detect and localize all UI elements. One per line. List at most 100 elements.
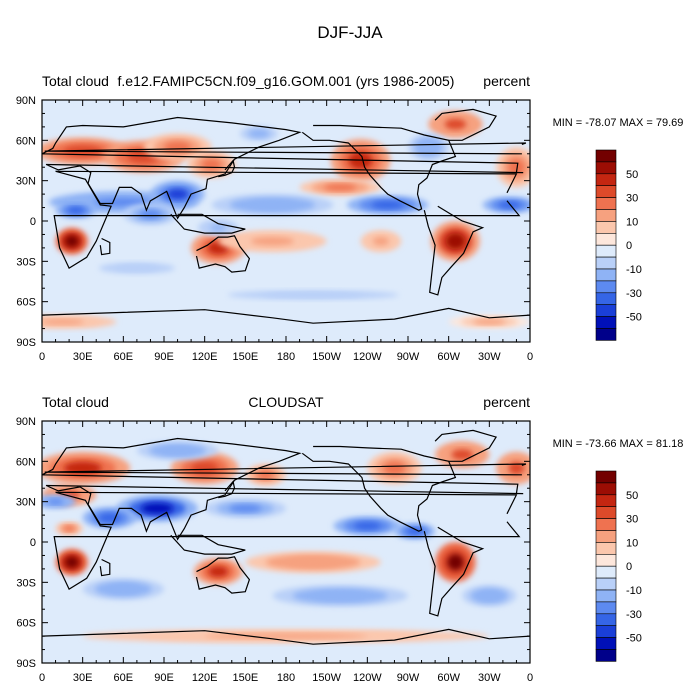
contour-blob (63, 525, 75, 532)
coastline (423, 526, 485, 617)
y-tick-label: 90N (16, 95, 36, 107)
coastline (53, 170, 521, 269)
x-tick-label: 60E (114, 672, 134, 684)
colorbar-swatch (595, 149, 617, 163)
contour-blob (67, 207, 85, 214)
contour-blob (451, 449, 474, 460)
colorbar-swatch (595, 292, 617, 305)
colorbar-swatch (595, 518, 617, 531)
colorbar-label: -30 (626, 609, 642, 621)
coastline (195, 235, 251, 273)
coastline (301, 124, 457, 211)
x-tick-label: 60W (437, 351, 460, 363)
contour-blob (323, 184, 357, 191)
contour-field (42, 100, 530, 342)
colorbar-label: -50 (626, 633, 642, 645)
contour-blob (42, 319, 85, 325)
contour-blob (107, 584, 140, 594)
colorbar-label: 50 (626, 490, 638, 502)
colorbar-swatch (595, 256, 617, 270)
coastline (99, 237, 111, 256)
panel-title-right: percent (483, 73, 530, 89)
contour-blob (201, 159, 222, 170)
contour-blob (191, 461, 219, 475)
colorbar-swatch (595, 649, 617, 662)
colorbar-label: 0 (626, 240, 632, 252)
panel-title-left: Total cloud (42, 394, 109, 410)
colorbar-swatch (595, 316, 617, 329)
panel-title-right: percent (483, 394, 530, 410)
colorbar-swatch (595, 268, 617, 282)
contour-blob (139, 209, 162, 219)
colorbar-swatch (595, 482, 617, 496)
contour-blob (161, 446, 194, 455)
y-tick-label: 30S (16, 577, 36, 589)
contour-blob (47, 498, 64, 505)
colorbar-label: -10 (626, 585, 642, 597)
y-tick-label: 90S (16, 658, 36, 670)
x-tick-label: 150E (232, 672, 258, 684)
x-tick-label: 30W (478, 672, 501, 684)
colorbar-swatch (595, 553, 617, 567)
contour-blob (248, 200, 297, 210)
map-panel-model: 0 30E 60E 90E 120E 150E 180 150W 120W 90W 60W 30W 09… (16, 73, 684, 363)
y-tick-label: 30N (16, 176, 36, 188)
contour-blob (210, 224, 227, 231)
x-tick-label: 0 (39, 672, 45, 684)
y-tick-label: 60N (16, 135, 36, 147)
coastline (434, 108, 498, 141)
figure-title: DJF-JJA (317, 23, 383, 42)
coastlines (42, 108, 530, 324)
colorbar-swatch (595, 233, 617, 246)
x-tick-label: 60E (114, 351, 134, 363)
colorbar-label: 30 (626, 193, 638, 205)
contour-blob (371, 201, 404, 209)
colorbar: 50 30 10 0 -10 -30 -50 (595, 470, 642, 662)
x-tick-label: 90W (397, 672, 420, 684)
panel-title-left: Total cloud (42, 73, 109, 89)
contour-blob (257, 470, 274, 480)
colorbar-swatch (595, 470, 617, 484)
x-tick-label: 90E (154, 351, 174, 363)
x-tick-label: 150E (232, 351, 258, 363)
colorbar-swatch (595, 637, 617, 650)
contour-blob (115, 264, 159, 272)
colorbar-label: 10 (626, 537, 638, 549)
panel-title-center: f.e12.FAMIPC5CN.f09_g16.GOM.001 (yrs 198… (118, 73, 455, 89)
contour-blob (372, 236, 390, 246)
x-tick-label: 0 (39, 351, 45, 363)
colorbar: 50 30 10 0 -10 -30 -50 (595, 149, 642, 341)
x-tick-label: 30E (73, 672, 93, 684)
coastline (423, 205, 485, 296)
x-tick-label: 90W (397, 351, 420, 363)
colorbar-swatch (595, 161, 617, 175)
colorbar-swatch (595, 304, 617, 317)
colorbar-swatch (595, 506, 617, 519)
colorbar-label: 30 (626, 514, 638, 526)
coastline (53, 491, 521, 590)
colorbar-swatch (595, 601, 617, 615)
coastline (42, 437, 524, 541)
x-tick-label: 60W (437, 672, 460, 684)
contour-blob (420, 141, 437, 153)
colorbar-label: 50 (626, 169, 638, 181)
y-tick-label: 0 (30, 216, 36, 228)
coastline (44, 142, 527, 155)
x-tick-label: 30E (73, 351, 93, 363)
y-tick-label: 90N (16, 416, 36, 428)
y-tick-label: 30N (16, 497, 36, 509)
x-tick-label: 120E (192, 672, 218, 684)
contour-blob (164, 141, 192, 153)
y-tick-label: 0 (30, 537, 36, 549)
colorbar-swatch (595, 589, 617, 603)
contour-blob (98, 513, 121, 523)
min-max-label: MIN = -73.66 MAX = 81.18 (553, 438, 684, 450)
x-tick-label: 0 (527, 672, 533, 684)
contour-blob (444, 118, 467, 130)
coastline (42, 628, 530, 645)
contour-blob (250, 236, 295, 246)
coastline (434, 429, 498, 462)
colorbar-swatch (595, 565, 617, 579)
x-tick-label: 180 (277, 672, 295, 684)
